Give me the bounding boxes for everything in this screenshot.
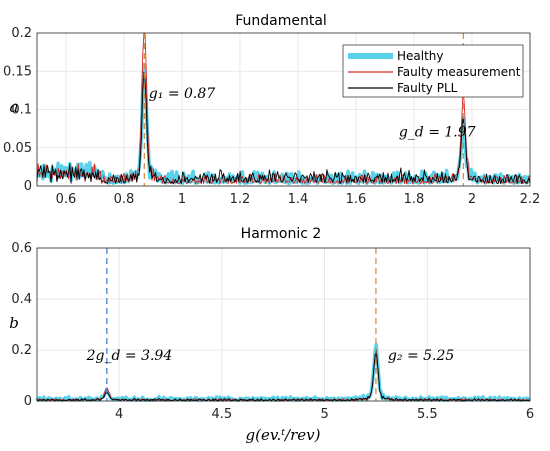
grid-lines	[37, 248, 530, 401]
x-tick-label: 5	[320, 407, 328, 422]
y-axis-label: a	[10, 98, 19, 116]
legend-label-faulty-measurement: Faulty measurement	[397, 65, 521, 79]
x-tick-label: 1.8	[404, 192, 425, 207]
series-faulty-pll	[36, 71, 531, 185]
x-tick-label: 2	[468, 192, 476, 207]
x-tick-label: 0.8	[114, 192, 135, 207]
plot-frame	[36, 32, 531, 187]
x-tick-label: 1.6	[346, 192, 367, 207]
annotations: g₁ = 0.87 g_d = 1.97	[149, 86, 476, 140]
marker-lines	[106, 248, 377, 401]
x-tick-label: 1	[178, 192, 186, 207]
x-tick-label: 4	[115, 407, 123, 422]
x-tick-label: 4.5	[212, 407, 233, 422]
y-tick-label: 0.15	[3, 64, 32, 79]
legend: Healthy Faulty measurement Faulty PLL	[342, 44, 524, 98]
x-tick-label: 1.2	[230, 192, 251, 207]
legend-label-faulty-pll: Faulty PLL	[397, 81, 458, 95]
x-tick-label: 2.2	[520, 192, 541, 207]
fundamental-title: Fundamental	[235, 13, 327, 29]
y-tick-label: 0	[24, 179, 32, 194]
tick-labels: 4 4.5 5 5.5 6 0 0.2 0.4 0.6	[11, 241, 534, 422]
x-tick-label: 1.4	[288, 192, 309, 207]
peak-annotation: g_d = 1.97	[399, 124, 476, 140]
y-tick-label: 0.6	[11, 241, 32, 256]
series-faulty-pll	[36, 349, 531, 401]
harmonic2-subplot: Harmonic 2 4 4.5 5 5.5 6 0 0.2 0.4 0.6 b g(ev.ᵗ/…	[9, 226, 534, 444]
series-group	[36, 32, 532, 185]
y-tick-label: 0	[24, 394, 32, 409]
legend-label-healthy: Healthy	[397, 49, 444, 63]
y-tick-label: 0.2	[11, 343, 32, 358]
y-tick-label: 0.1	[11, 103, 32, 118]
peak-annotation: g₂ = 5.25	[388, 348, 454, 364]
peak-annotation: g₁ = 0.87	[149, 86, 215, 102]
y-tick-label: 0.05	[3, 141, 32, 156]
series-group	[35, 343, 531, 402]
y-tick-label: 0.2	[11, 26, 32, 41]
y-tick-label: 0.4	[11, 292, 32, 307]
x-tick-label: 0.6	[56, 192, 77, 207]
annotations: 2g_d = 3.94 g₂ = 5.25	[86, 348, 455, 364]
y-axis-label: b	[9, 314, 19, 332]
plot-area	[37, 248, 530, 401]
peak-annotation: 2g_d = 3.94	[86, 348, 173, 364]
x-tick-label: 5.5	[417, 407, 438, 422]
harmonic2-title: Harmonic 2	[241, 226, 322, 242]
x-axis-label: g(ev.ᵗ/rev)	[246, 426, 321, 444]
x-tick-label: 6	[526, 407, 534, 422]
tick-labels: 0.6 0.8 1 1.2 1.4 1.6 1.8 2 2.2 0 0.05 0.1 0.15 0.2	[3, 26, 540, 207]
plot-frame	[36, 247, 531, 402]
fundamental-subplot: Fundamental 0.6 0.8 1 1.2 1.4 1.6 1.8 2 2.2 0 0.05…	[3, 13, 540, 207]
